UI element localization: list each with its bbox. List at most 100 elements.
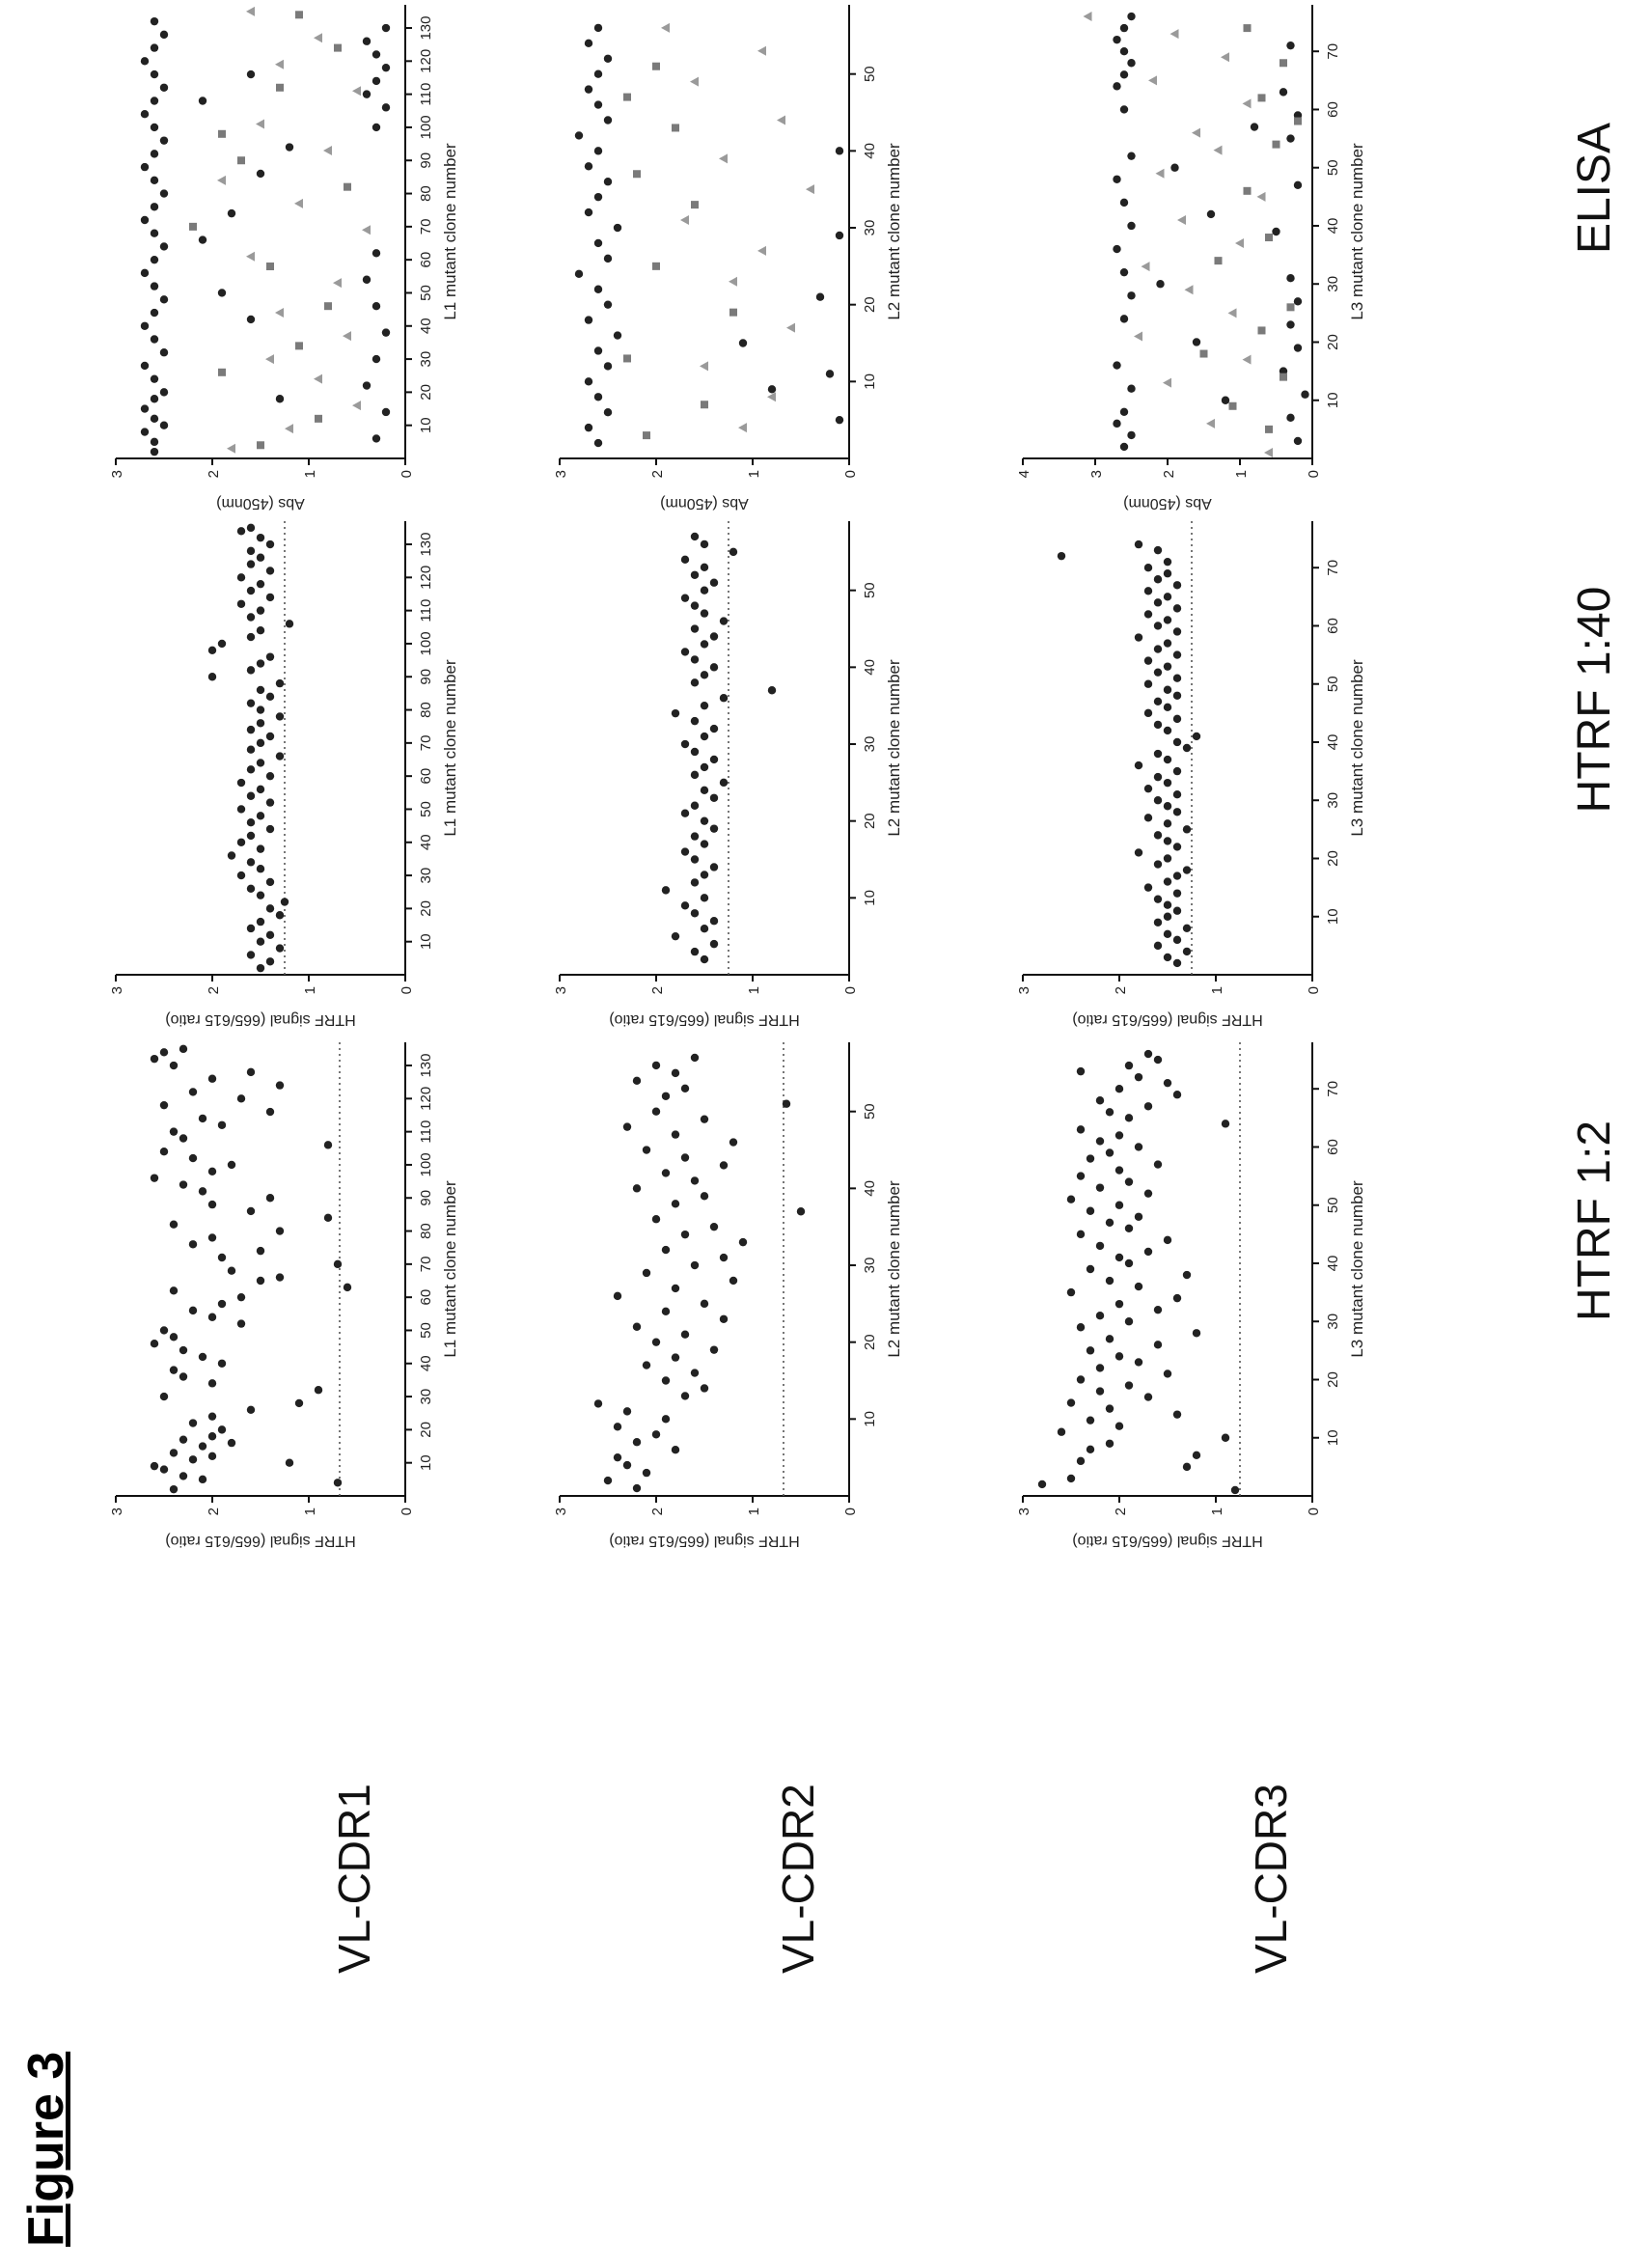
data-point xyxy=(1076,1066,1086,1076)
data-point xyxy=(719,778,729,788)
data-point xyxy=(150,437,159,447)
data-point xyxy=(584,85,593,94)
data-point xyxy=(1095,1387,1105,1396)
data-point-square xyxy=(266,263,274,271)
data-point-triangle xyxy=(767,392,776,402)
data-point xyxy=(246,765,256,774)
data-point xyxy=(140,110,150,119)
data-point xyxy=(362,381,371,390)
data-point xyxy=(1163,1369,1172,1378)
data-point xyxy=(150,16,159,26)
data-point xyxy=(246,586,256,595)
data-point xyxy=(265,824,275,834)
data-point xyxy=(246,1206,256,1216)
y-tick-label: 1 xyxy=(1233,470,1250,478)
data-point-square xyxy=(218,129,226,138)
data-point xyxy=(227,208,236,218)
data-point xyxy=(198,1442,207,1451)
data-point xyxy=(1127,221,1136,231)
data-point xyxy=(700,1192,709,1201)
x-tick-label: 40 xyxy=(418,318,434,334)
x-tick-label: 50 xyxy=(862,66,878,82)
data-point xyxy=(169,1449,179,1457)
x-tick-label: 40 xyxy=(862,659,878,676)
data-point xyxy=(1172,627,1182,636)
x-tick-label: 10 xyxy=(862,890,878,906)
x-tick-label: 10 xyxy=(418,1454,434,1471)
data-point xyxy=(275,678,285,688)
data-point xyxy=(246,924,256,933)
x-tick-label: 50 xyxy=(862,1103,878,1120)
data-point xyxy=(603,254,613,263)
data-point xyxy=(275,395,285,403)
data-point xyxy=(246,745,256,754)
data-point xyxy=(150,203,159,211)
data-point xyxy=(285,620,294,628)
data-point xyxy=(1153,645,1163,653)
data-point xyxy=(690,655,700,664)
data-point xyxy=(709,917,719,926)
data-point xyxy=(236,778,246,788)
x-tick-label: 30 xyxy=(1325,1314,1341,1330)
data-point xyxy=(1163,755,1172,764)
data-point xyxy=(1163,1078,1172,1088)
x-tick-label: 130 xyxy=(418,532,434,556)
x-axis-label: L1 mutant clone number xyxy=(441,1180,459,1358)
data-point xyxy=(1066,1287,1076,1297)
data-point xyxy=(159,1326,169,1335)
data-point xyxy=(1163,569,1172,578)
data-point xyxy=(265,877,275,887)
data-point xyxy=(1293,180,1303,189)
data-point-square xyxy=(344,182,351,191)
data-point xyxy=(1037,1480,1047,1489)
data-point xyxy=(661,1307,671,1316)
data-point xyxy=(275,944,285,953)
data-point xyxy=(1143,1049,1153,1059)
data-point xyxy=(700,563,709,571)
data-point-triangle xyxy=(786,322,795,333)
data-point xyxy=(700,871,709,879)
data-point xyxy=(593,69,603,78)
data-point-triangle xyxy=(323,145,332,155)
data-point xyxy=(265,652,275,661)
x-tick-label: 110 xyxy=(418,83,434,106)
data-point xyxy=(1143,784,1153,793)
data-point xyxy=(150,97,159,105)
data-point xyxy=(169,1333,179,1341)
data-point xyxy=(140,321,150,330)
data-point xyxy=(1127,59,1136,68)
data-point-square xyxy=(315,414,322,423)
data-point-square xyxy=(623,93,631,101)
x-tick-label: 50 xyxy=(1325,676,1341,692)
data-point xyxy=(835,415,844,425)
data-point xyxy=(1279,88,1288,97)
data-point xyxy=(690,770,700,780)
data-point xyxy=(1066,1398,1076,1407)
data-point xyxy=(1172,766,1182,776)
x-tick-label: 90 xyxy=(418,1190,434,1206)
data-point xyxy=(584,377,593,386)
x-tick-label: 100 xyxy=(418,631,434,655)
data-point xyxy=(275,1081,285,1090)
data-point xyxy=(265,692,275,702)
data-point xyxy=(323,1141,333,1149)
x-tick-label: 30 xyxy=(862,220,878,236)
data-point xyxy=(632,1322,642,1331)
x-axis-label: L1 mutant clone number xyxy=(441,659,459,837)
data-point-square xyxy=(276,83,284,92)
data-point xyxy=(1172,790,1182,799)
data-point xyxy=(1134,761,1143,770)
y-tick-label: 2 xyxy=(1161,470,1177,478)
data-point xyxy=(1076,1323,1086,1332)
panel-2-2: 0 1 2 3 4 10 20 30 40 50 60 70 L3 mutant clone numbe… xyxy=(1016,5,1366,512)
data-point xyxy=(613,223,622,233)
data-point-square xyxy=(189,222,197,231)
data-point-triangle xyxy=(256,119,264,129)
data-point xyxy=(1163,819,1172,828)
x-axis-label: L2 mutant clone number xyxy=(885,659,903,837)
data-point xyxy=(381,407,391,417)
data-point xyxy=(1076,1125,1086,1134)
data-point xyxy=(1119,315,1129,323)
x-tick-label: 10 xyxy=(1325,1429,1341,1446)
